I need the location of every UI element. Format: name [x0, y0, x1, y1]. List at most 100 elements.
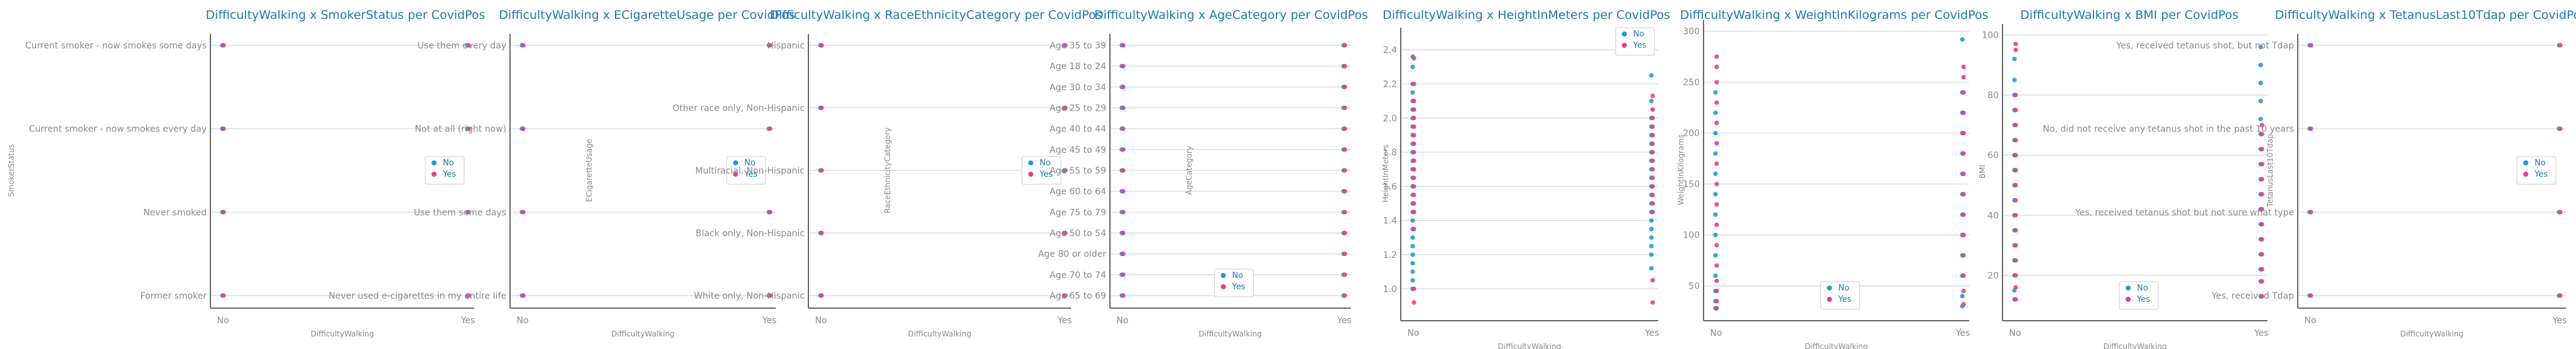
legend-entry: No [443, 158, 454, 168]
data-point-yes [819, 230, 824, 236]
y-tick-label: Use them some days [414, 208, 506, 218]
y-tick-label: Age 30 to 34 [1050, 82, 1106, 92]
data-point-yes [1650, 167, 1655, 172]
data-point-yes [1650, 150, 1655, 155]
y-tick-label: Age 80 or older [1038, 250, 1107, 260]
data-point-yes [1121, 168, 1126, 173]
chart-title: DifficultyWalking x RaceEthnicityCategor… [770, 8, 1102, 22]
data-point-yes [1342, 230, 1347, 236]
data-point-yes [1121, 252, 1126, 257]
data-point-yes [2558, 209, 2563, 214]
data-point-yes [2013, 42, 2018, 47]
y-tick-label: 60 [1987, 151, 1999, 161]
y-tick-label: Age 65 to 69 [1050, 291, 1106, 301]
data-point-yes [1714, 141, 1719, 146]
x-axis-label: DifficultyWalking [1805, 342, 1868, 349]
data-point-yes [1342, 105, 1347, 111]
legend: No Yes [2119, 281, 2159, 310]
data-point-yes [768, 43, 773, 48]
data-point-no [2258, 116, 2263, 121]
legend-marker-no [1622, 31, 1627, 36]
data-point-yes [1714, 182, 1719, 187]
data-point-yes [1121, 105, 1126, 111]
x-tick-label: Yes [762, 316, 777, 326]
y-tick-label: Former smoker [140, 291, 207, 301]
data-point-yes [1342, 126, 1347, 131]
x-tick-label: Yes [1337, 316, 1352, 326]
y-tick-label: 2.2 [1383, 79, 1397, 89]
y-tick-label: 50 [1688, 282, 1700, 292]
data-point-yes [466, 43, 471, 48]
y-tick-label: Age 50 to 54 [1050, 229, 1106, 239]
legend-marker-yes [1827, 297, 1832, 302]
data-point-yes [1650, 124, 1655, 129]
data-point-yes [2308, 209, 2313, 214]
y-tick-label: Age 70 to 74 [1050, 270, 1106, 280]
data-point-yes [1961, 171, 1966, 177]
y-tick-label: Yes, received tetanus shot, but not Tdap [2116, 41, 2294, 51]
data-point-yes [1650, 184, 1655, 189]
x-tick-label: No [2009, 328, 2021, 338]
data-point-yes [466, 126, 471, 131]
y-axis-label: TetanusLast10Tdap [2266, 134, 2274, 208]
data-point-yes [1411, 201, 1416, 206]
data-point-yes [1342, 293, 1347, 298]
data-point-yes [1961, 253, 1966, 258]
data-point-no [1649, 226, 1654, 231]
legend-marker-yes [2126, 297, 2131, 302]
data-point-yes [2013, 108, 2018, 113]
x-tick-label: Yes [2254, 328, 2269, 338]
data-point-yes [1121, 272, 1126, 277]
data-point-yes [1961, 233, 1966, 238]
legend-entry: Yes [1232, 282, 1246, 292]
legend-marker-no [2523, 160, 2528, 165]
y-tick-label: 300 [1683, 27, 1700, 37]
data-point-no [1713, 131, 1718, 136]
data-point-no [1713, 253, 1718, 258]
data-point-yes [1650, 93, 1655, 99]
data-point-yes [1714, 80, 1719, 85]
legend-entry: Yes [2136, 295, 2150, 304]
data-point-yes [1961, 131, 1966, 136]
data-point-yes [1961, 273, 1966, 279]
legend-marker-no [733, 160, 738, 165]
data-point-yes [1063, 105, 1068, 111]
data-point-yes [2308, 43, 2313, 48]
data-point-yes [1961, 110, 1966, 115]
data-point-no [1410, 243, 1415, 248]
data-point-no [1410, 260, 1415, 266]
legend: No Yes [1820, 281, 1860, 310]
chart-title: DifficultyWalking x AgeCategory per Covi… [1094, 8, 1368, 22]
data-point-yes [1650, 278, 1655, 283]
data-point-yes [2259, 222, 2264, 227]
y-tick-label: Age 18 to 24 [1050, 62, 1106, 72]
data-point-yes [1714, 54, 1719, 59]
data-point-yes [1411, 133, 1416, 138]
data-point-yes [1411, 286, 1416, 291]
data-point-yes [1650, 141, 1655, 147]
data-point-no [1960, 37, 1965, 42]
chart-title: DifficultyWalking x ECigaretteUsage per … [499, 8, 795, 22]
data-point-no [2258, 62, 2263, 67]
y-tick-label: Never smoked [143, 208, 207, 218]
y-tick-label: Age 75 to 79 [1050, 208, 1106, 218]
data-point-yes [1342, 272, 1347, 277]
data-point-yes [1714, 278, 1719, 284]
data-point-yes [1714, 289, 1719, 294]
data-point-yes [2259, 267, 2264, 272]
y-axis-label: WeightInKilograms [1677, 135, 1685, 206]
data-point-yes [1411, 175, 1416, 180]
x-tick-label: No [1407, 328, 1419, 338]
chart-panel-3: DifficultyWalking x RaceEthnicityCategor… [673, 8, 1102, 338]
data-point-yes [1650, 107, 1655, 112]
data-point-no [2258, 45, 2263, 50]
data-point-yes [1411, 167, 1416, 172]
data-point-yes [1961, 289, 1966, 294]
data-point-yes [521, 126, 526, 131]
data-point-yes [1121, 64, 1126, 69]
x-tick-label: Yes [2552, 316, 2567, 326]
y-tick-label: 1.6 [1383, 182, 1397, 192]
legend-marker-yes [733, 172, 738, 177]
data-point-yes [1961, 192, 1966, 197]
data-point-yes [1650, 201, 1655, 206]
